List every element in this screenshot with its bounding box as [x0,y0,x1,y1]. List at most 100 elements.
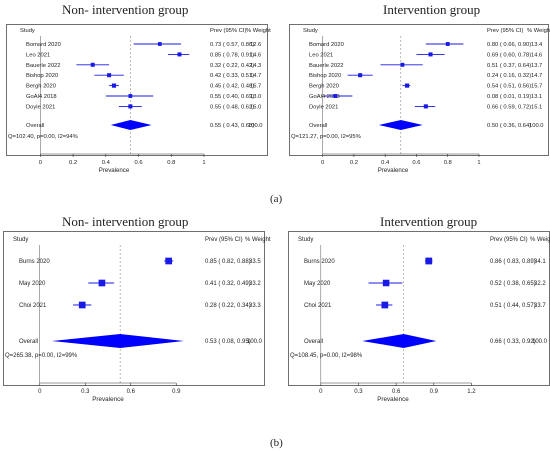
study-weight: 15.7 [250,84,261,90]
study-weight: 33.5 [249,259,261,265]
overall-weight: 100.0 [248,123,263,129]
header-study: Study [13,237,28,243]
x-axis-label: Prevalence [99,167,130,174]
forest-plot-a-intervention: Study Prev (95% CI) % Weight Bomard 2020 0.8… [289,24,550,174]
study-point-box [400,62,405,67]
study-label: Leo 2021 [26,52,50,58]
study-weight: 13.0 [250,94,261,100]
heterogeneity-text: Q=108.45, p=0.00, I2=98% [290,353,363,359]
study-label: GoAl4 2018 [26,94,57,100]
study-ci-text: 0.51 ( 0.44, 0.57) [490,303,536,309]
study-label: May 2020 [304,281,331,287]
study-point-box [78,301,86,309]
x-tick-label: 1 [202,160,205,166]
header-prev: Prev (95% CI) [490,237,528,243]
panel-a-left-title: Non- intervention group [62,2,189,17]
heterogeneity-text: Q=102.40, p=0.00, I2=94% [8,134,78,140]
x-tick-label: 0.4 [381,160,390,166]
study-label: Bauerle 2022 [26,63,61,69]
x-tick-label: 0.6 [127,389,136,395]
study-label: Bishop 2020 [309,73,341,79]
header-prev: Prev (95% CI) [487,28,523,34]
study-label: Choi 2021 [19,303,47,309]
overall-diamond [51,334,184,348]
overall-ci-text: 0.53 ( 0.08, 0.95) [205,339,251,345]
header-weight: % Weight [246,28,271,34]
study-ci-text: 0.08 ( 0.01, 0.19) [487,94,531,100]
overall-diamond [378,120,423,130]
overall-ci-text: 0.55 ( 0.43, 0.68) [210,123,254,129]
overall-label: Overall [304,339,323,345]
study-point-box [128,94,133,98]
study-point-box [425,257,433,265]
x-tick-label: 0 [321,160,324,166]
x-tick-label: 0.3 [354,389,363,395]
header-weight: % Weight [530,237,550,243]
study-weight: 33.3 [249,303,261,309]
panel-label-b: (b) [270,437,283,449]
x-tick-label: 0.2 [69,160,77,166]
study-label: Bauerle 2022 [309,63,344,69]
overall-label: Overall [19,339,38,345]
x-tick-label: 0.6 [392,389,401,395]
study-weight: 14.3 [250,63,261,69]
study-ci-text: 0.66 ( 0.59, 0.72) [487,104,531,110]
study-ci-text: 0.45 ( 0.42, 0.48) [210,84,254,90]
header-prev: Prev (95% CI) [210,28,246,34]
study-weight: 14.6 [531,52,542,58]
x-tick-label: 0.8 [167,160,175,166]
study-weight: 14.7 [250,73,261,79]
study-weight: 34.1 [534,259,546,265]
overall-weight: 100.0 [247,339,263,345]
study-weight: 15.1 [531,104,542,110]
header-weight: % Weight [245,237,271,243]
overall-ci-text: 0.66 ( 0.33, 0.92) [490,339,536,345]
study-ci-text: 0.41 ( 0.32, 0.49) [205,281,251,287]
study-ci-text: 0.80 ( 0.66, 0.90) [487,42,531,48]
study-weight: 15.7 [531,84,542,90]
study-ci-text: 0.32 ( 0.22, 0.42) [210,63,254,69]
plot-frame [289,24,549,156]
x-tick-label: 1.2 [467,389,476,395]
study-ci-text: 0.24 ( 0.16, 0.32) [487,73,531,79]
x-tick-label: 0.6 [412,160,420,166]
study-label: Bergh 2020 [309,84,339,90]
study-point-box [358,73,363,78]
overall-diamond [110,120,152,130]
study-weight: 13.1 [531,94,542,100]
header-weight: % Weight [527,28,550,34]
x-tick-label: 0 [38,389,42,395]
study-ci-text: 0.52 ( 0.38, 0.65) [490,281,536,287]
panel-label-a: (a) [270,193,283,205]
study-point-box [98,279,106,287]
study-label: Doyle 2021 [309,104,338,110]
study-weight: 32.2 [534,281,546,287]
study-ci-text: 0.85 ( 0.78, 0.91) [210,52,254,58]
study-point-box [381,301,389,309]
x-tick-label: 0.6 [135,160,143,166]
panel-b-right-title: Intervention group [380,214,478,229]
x-tick-label: 0 [319,389,323,395]
study-label: Burns 2020 [304,259,335,265]
study-weight: 14.6 [250,52,261,58]
study-ci-text: 0.73 ( 0.57, 0.86) [210,42,254,48]
study-point-box [111,83,117,88]
study-ci-text: 0.54 ( 0.51, 0.56) [487,84,531,90]
header-prev: Prev (95% CI) [205,237,243,243]
header-study: Study [303,28,318,34]
panel-a-right-title: Intervention group [383,2,481,17]
study-label: Doyle 2021 [26,104,55,110]
header-study: Study [20,28,35,34]
study-weight: 14.7 [531,73,542,79]
study-weight: 13.7 [531,63,542,69]
forest-plot-b-intervention: Study Prev (95% CI)% Weight Burns 2020 0.86… [288,231,550,403]
forest-plot-a-non-intervention: Study Prev (95% CI)% Weight Bomard 2020 0.7… [6,24,271,174]
study-point-box [423,104,428,109]
study-label: May 2020 [19,281,46,287]
study-point-box [107,73,112,78]
study-point-box [165,257,173,265]
study-point-box [445,42,450,46]
x-tick-label: 0.2 [350,160,358,166]
study-ci-text: 0.55 ( 0.48, 0.62) [210,104,254,110]
overall-weight: 100.0 [532,339,548,345]
